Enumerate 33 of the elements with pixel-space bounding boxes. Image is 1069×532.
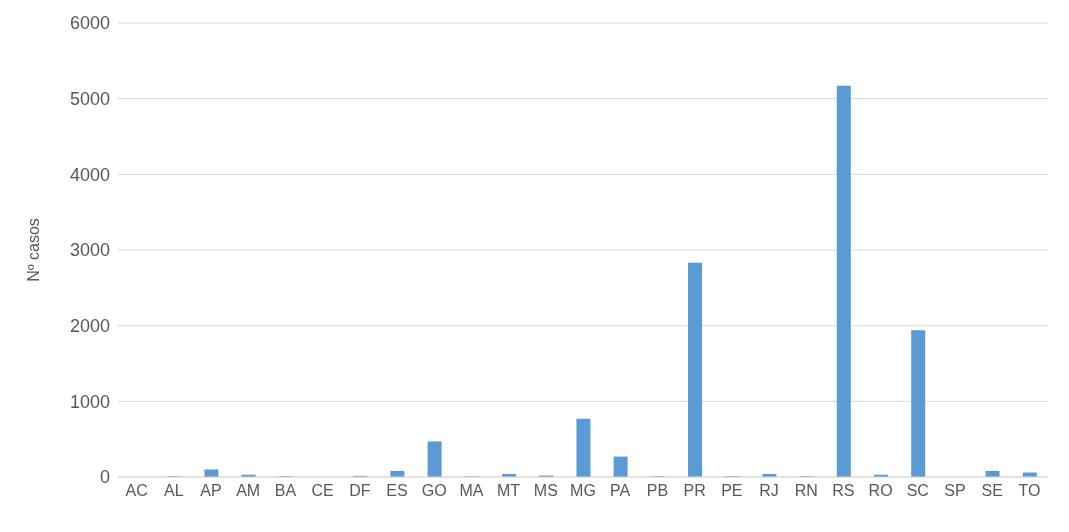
x-tick-label: GO — [421, 482, 447, 500]
x-tick-label: RO — [868, 482, 893, 500]
x-tick-label: PE — [721, 482, 743, 500]
x-tick-label: SE — [981, 482, 1003, 500]
x-tick-label: RN — [794, 482, 818, 500]
x-tick-label: AC — [125, 482, 148, 500]
x-tick-label: MG — [570, 482, 596, 500]
x-tick-label: MA — [459, 482, 484, 500]
y-tick-label: 4000 — [69, 164, 110, 185]
x-tick-label: DF — [349, 482, 371, 500]
x-tick-label: AL — [164, 482, 184, 500]
x-tick-label: ES — [386, 482, 408, 500]
y-axis-title: Nº casos — [24, 218, 42, 282]
x-tick-label: CE — [311, 482, 334, 500]
x-tick-label: PA — [610, 482, 631, 500]
x-tick-label: RJ — [759, 482, 779, 500]
y-tick-label: 5000 — [69, 89, 110, 110]
y-tick-label: 6000 — [69, 13, 110, 34]
x-tick-label: SP — [944, 482, 966, 500]
x-tick-label: AP — [200, 482, 222, 500]
y-tick-label: 2000 — [69, 316, 110, 337]
x-tick-label: BA — [274, 482, 297, 500]
x-tick-label: AM — [236, 482, 261, 500]
y-tick-label: 0 — [99, 467, 110, 488]
x-tick-label: MT — [497, 482, 521, 500]
x-tick-label: PB — [646, 482, 669, 500]
y-tick-label: 1000 — [69, 391, 110, 412]
x-tick-label: MS — [533, 482, 558, 500]
x-tick-label: RS — [832, 482, 855, 500]
x-tick-label: TO — [1018, 482, 1041, 500]
y-tick-label: 3000 — [69, 240, 110, 261]
x-tick-label: SC — [906, 482, 929, 500]
x-tick-label: PR — [683, 482, 706, 500]
